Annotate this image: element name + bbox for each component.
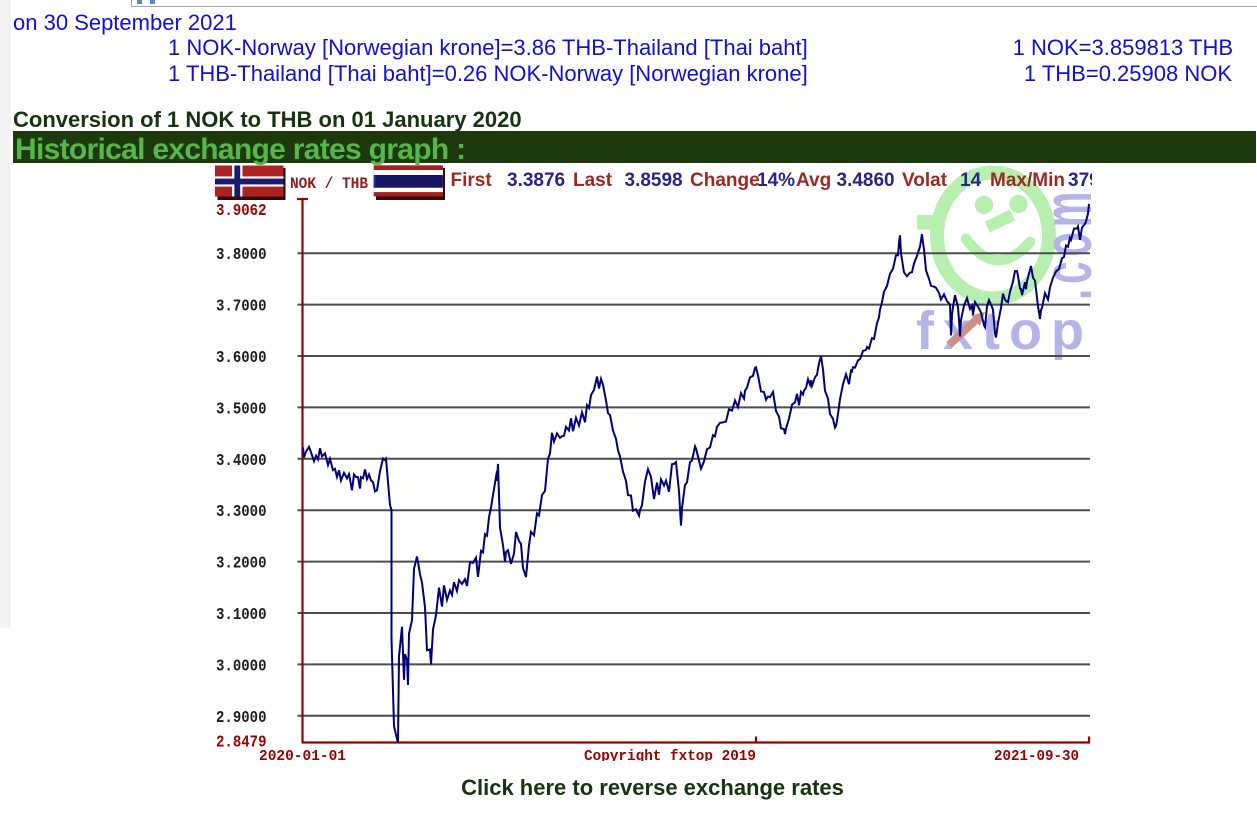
svg-text:3.5000: 3.5000 bbox=[216, 399, 267, 418]
svg-text:3.9062: 3.9062 bbox=[216, 201, 267, 220]
svg-text:14: 14 bbox=[960, 170, 982, 191]
svg-text:2.9000: 2.9000 bbox=[216, 708, 267, 727]
svg-text:2020-01-01: 2020-01-01 bbox=[259, 748, 346, 761]
svg-text:Last: Last bbox=[573, 170, 613, 191]
svg-text:NOK / THB: NOK / THB bbox=[290, 175, 368, 193]
svg-text:3.4860: 3.4860 bbox=[837, 170, 895, 191]
svg-text:.com: .com bbox=[1028, 187, 1092, 300]
svg-text:379%: 379% bbox=[1068, 170, 1092, 191]
svg-text:3.8598: 3.8598 bbox=[625, 170, 683, 191]
svg-text:Volat: Volat bbox=[902, 170, 948, 191]
svg-text:Change: Change bbox=[690, 170, 760, 191]
svg-text:3.8000: 3.8000 bbox=[216, 245, 267, 264]
svg-text:3.3876: 3.3876 bbox=[507, 170, 565, 191]
svg-text:3.2000: 3.2000 bbox=[216, 554, 267, 573]
svg-text:3.3000: 3.3000 bbox=[216, 502, 267, 521]
svg-text:Max/Min: Max/Min bbox=[990, 170, 1065, 191]
svg-text:3.6000: 3.6000 bbox=[216, 348, 267, 367]
svg-text:3.1000: 3.1000 bbox=[216, 605, 267, 624]
svg-text:3.7000: 3.7000 bbox=[216, 297, 267, 316]
svg-text:3.4000: 3.4000 bbox=[216, 451, 267, 470]
svg-text:2.8479: 2.8479 bbox=[216, 733, 267, 752]
svg-text:14%: 14% bbox=[757, 170, 795, 191]
svg-text:3.0000: 3.0000 bbox=[216, 656, 267, 675]
svg-text:2021-09-30: 2021-09-30 bbox=[994, 748, 1079, 761]
svg-text:Avg: Avg bbox=[796, 170, 831, 191]
svg-text:fxtop: fxtop bbox=[916, 301, 1092, 361]
svg-text:First: First bbox=[451, 170, 493, 191]
svg-text:Copyright fxtop 2019: Copyright fxtop 2019 bbox=[584, 748, 756, 761]
